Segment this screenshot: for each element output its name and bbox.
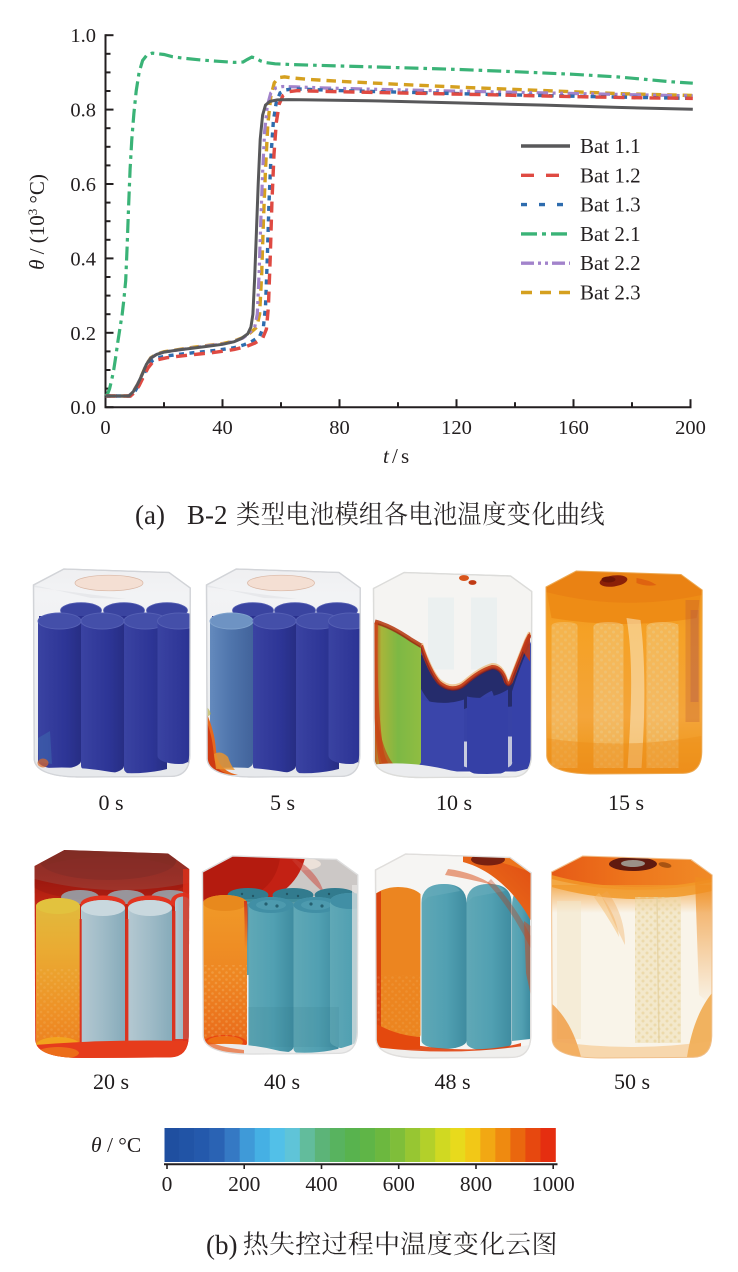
svg-text:Bat 2.2: Bat 2.2 [580, 251, 641, 275]
svg-text:Bat 1.1: Bat 1.1 [580, 134, 641, 158]
svg-text:(b): (b) [206, 1230, 237, 1260]
svg-text:1.0: 1.0 [70, 25, 96, 47]
svg-text:θ / °C: θ / °C [91, 1133, 141, 1157]
svg-text:40: 40 [212, 417, 233, 439]
svg-text:48 s: 48 s [434, 1069, 470, 1094]
svg-text:5 s: 5 s [270, 790, 295, 815]
svg-text:1000: 1000 [532, 1172, 575, 1196]
svg-text:t: t [383, 444, 390, 468]
svg-text:0: 0 [100, 417, 110, 439]
svg-text:Bat 1.3: Bat 1.3 [580, 193, 641, 217]
svg-text:200: 200 [675, 417, 706, 439]
svg-text:Bat 1.2: Bat 1.2 [580, 163, 641, 187]
svg-text:/: / [392, 444, 398, 468]
svg-text:50 s: 50 s [614, 1069, 650, 1094]
svg-text:10 s: 10 s [436, 790, 472, 815]
svg-text:20 s: 20 s [93, 1069, 129, 1094]
svg-text:0: 0 [162, 1172, 173, 1196]
svg-text:600: 600 [383, 1172, 415, 1196]
svg-text:120: 120 [441, 417, 472, 439]
svg-text:(a): (a) [135, 500, 165, 530]
svg-text:160: 160 [558, 417, 589, 439]
svg-text:Bat 2.3: Bat 2.3 [580, 281, 641, 305]
svg-text:0.8: 0.8 [70, 100, 96, 122]
svg-text:Bat 2.1: Bat 2.1 [580, 222, 641, 246]
svg-text:0 s: 0 s [98, 790, 123, 815]
svg-text:θ / (103 °C): θ / (103 °C) [25, 174, 49, 270]
svg-text:40 s: 40 s [264, 1069, 300, 1094]
svg-text:0.2: 0.2 [70, 323, 96, 345]
svg-text:0.4: 0.4 [70, 248, 96, 270]
svg-text:0.6: 0.6 [70, 174, 96, 196]
svg-text:15 s: 15 s [608, 790, 644, 815]
svg-text:400: 400 [305, 1172, 337, 1196]
svg-text:0.0: 0.0 [70, 397, 96, 419]
svg-text:s: s [401, 444, 409, 468]
svg-text:200: 200 [228, 1172, 260, 1196]
svg-text:800: 800 [460, 1172, 492, 1196]
svg-text:B-2: B-2 [187, 500, 228, 530]
svg-text:80: 80 [329, 417, 350, 439]
